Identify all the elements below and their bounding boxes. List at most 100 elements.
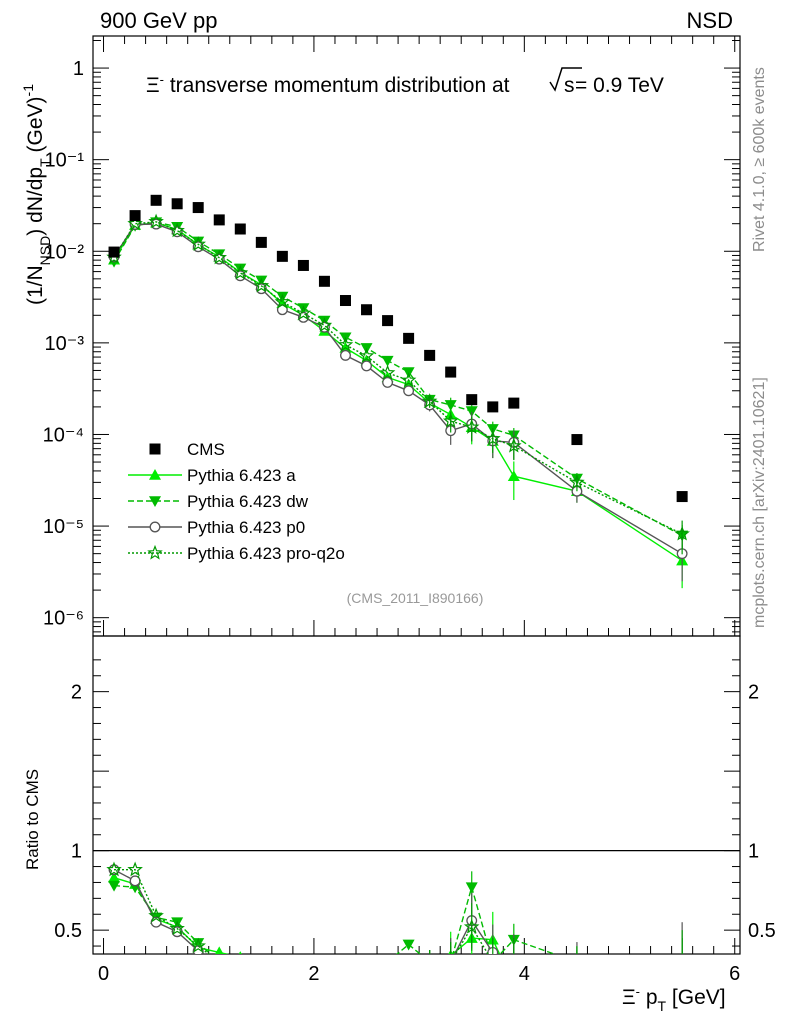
y-tick-label-main: 10⁻⁴	[43, 424, 84, 446]
reference-point	[297, 259, 309, 271]
ratio-point	[403, 956, 415, 967]
title-sqrt-s: s = 0.9 TeV	[549, 67, 664, 97]
reference-point	[150, 194, 162, 206]
series-point	[400, 372, 417, 387]
series-point	[361, 360, 372, 372]
ratio-point	[450, 953, 451, 954]
ratio-point	[682, 953, 683, 954]
ratio-point	[572, 957, 582, 967]
series-point	[444, 400, 457, 411]
ratio-point	[676, 957, 688, 968]
legend-marker	[149, 443, 161, 455]
series-point	[211, 249, 227, 265]
legend: CMS Pythia 6.423 a Pythia 6.423 dw Pythia 6…	[128, 440, 345, 563]
ratio-point	[261, 953, 262, 954]
y-tick-label-main: 1	[73, 58, 84, 80]
reference-point	[234, 223, 246, 235]
ratio-point	[148, 907, 164, 923]
series-point	[381, 355, 394, 367]
ratio-point	[424, 957, 436, 968]
series-point	[274, 293, 291, 309]
legend-label: CMS	[187, 440, 225, 459]
series-point	[403, 385, 415, 397]
reference-point	[192, 202, 204, 214]
svg-text:Ξ- pT [GeV]: Ξ- pT [GeV]	[622, 984, 726, 1014]
reference-point	[487, 401, 499, 413]
series-point	[382, 376, 394, 388]
ratio-point	[257, 957, 267, 967]
ratio-point	[408, 953, 409, 954]
series-point	[190, 236, 206, 251]
ratio-point	[509, 957, 519, 967]
main-plot	[106, 194, 690, 589]
reference-point	[403, 332, 415, 344]
reference-point	[129, 210, 141, 222]
series-point	[276, 291, 289, 303]
ratio-point	[213, 957, 225, 968]
ratio-point	[382, 956, 394, 967]
series-point	[232, 264, 249, 280]
legend-marker	[149, 496, 161, 507]
reference-point	[276, 250, 288, 262]
legend-item: Pythia 6.423 dw	[128, 492, 309, 511]
ratio-point	[255, 957, 267, 968]
series-point	[295, 305, 312, 320]
ratio-point	[318, 956, 330, 967]
ratio-point	[425, 957, 435, 967]
series-point	[318, 315, 331, 327]
series-line	[113, 221, 683, 535]
y-tick-label-ratio: 0.5	[54, 920, 82, 942]
ratio-series-1	[108, 871, 688, 968]
reference-point	[508, 397, 520, 409]
ratio-point	[465, 882, 478, 894]
legend-item: Pythia 6.423 a	[128, 466, 296, 485]
reference-point	[424, 349, 436, 361]
ratio-point	[571, 961, 583, 972]
reference-point	[255, 236, 267, 248]
ratio-line	[113, 884, 557, 954]
series-point	[337, 336, 354, 352]
series-point	[255, 275, 268, 287]
legend-label: Pythia 6.423 p0	[187, 518, 305, 537]
legend-marker	[149, 521, 161, 533]
legend-marker	[149, 469, 161, 480]
x-tick-label: 6	[729, 963, 740, 985]
ratio-point	[106, 861, 122, 877]
title-text: transverse momentum distribution at	[164, 74, 510, 97]
ratio-point	[339, 957, 351, 968]
ratio-point	[571, 957, 583, 968]
ratio-plot	[93, 850, 740, 972]
series-line	[113, 221, 683, 562]
legend-item: Pythia 6.423 pro-q2o	[128, 544, 345, 563]
xlabel: Ξ- pT [GeV]	[622, 984, 726, 1014]
svg-text:(1/NNSD) dN/dpT (GeV)-1: (1/NNSD) dN/dpT (GeV)-1	[20, 84, 53, 305]
reference-point	[382, 315, 394, 327]
series-point	[234, 263, 247, 275]
ratio-point	[429, 953, 430, 954]
legend-label: Pythia 6.423 a	[187, 466, 296, 485]
x-tick-label: 4	[519, 963, 530, 985]
ratio-point	[492, 953, 493, 954]
reference-point	[339, 295, 351, 307]
ratio-point	[278, 957, 288, 967]
ratio-point	[215, 946, 224, 954]
ratio-point	[219, 953, 220, 954]
y-tick-label-ratio: 1	[71, 841, 82, 863]
ratio-point	[320, 957, 330, 967]
ratio-point	[235, 957, 245, 967]
y-tick-label-ratio-right: 0.5	[748, 920, 776, 942]
y-tick-label-main: 10⁻⁶	[43, 608, 84, 630]
ratio-point	[446, 957, 456, 967]
ratio-series-3	[106, 861, 683, 954]
y-tick-label-ratio-right: 2	[748, 682, 759, 704]
series-point	[148, 213, 164, 229]
ratio-point	[108, 880, 121, 892]
ratio-line	[113, 877, 501, 954]
reference-point	[361, 304, 373, 316]
series-point	[253, 277, 270, 293]
series-point	[485, 430, 501, 446]
series-point	[379, 364, 396, 380]
ratio-point	[576, 953, 577, 954]
ratio-point	[276, 957, 288, 968]
y-tick-label-ratio: 2	[71, 682, 82, 704]
